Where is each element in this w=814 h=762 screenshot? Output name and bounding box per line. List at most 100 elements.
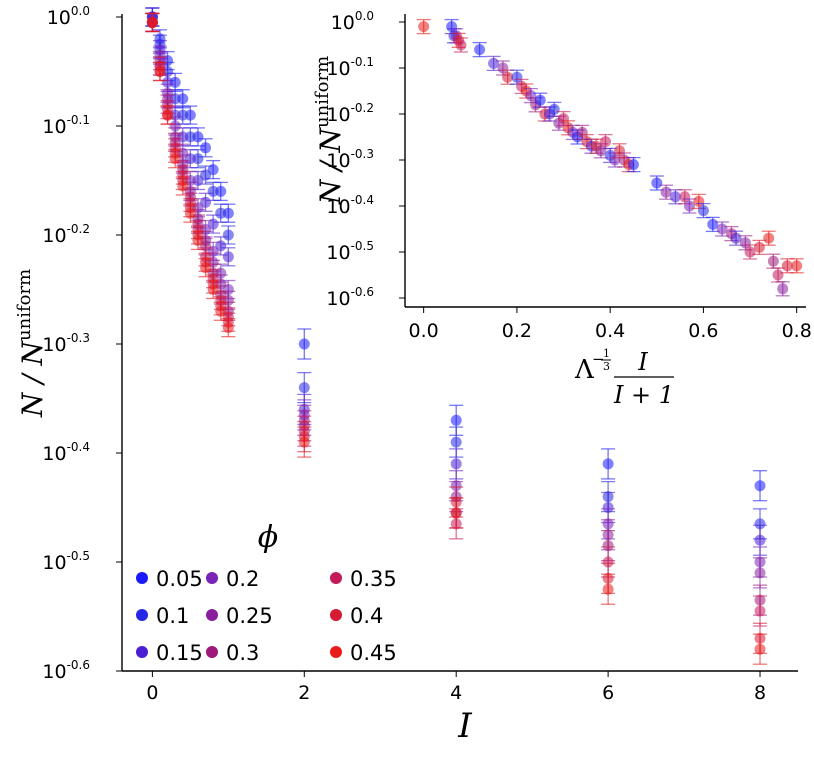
main-point-phi-0.45-i-0.5 [183,203,198,223]
data-point-marker [177,131,189,143]
data-point-marker [162,66,174,77]
data-point-marker [200,142,212,154]
data-point-marker [184,175,196,186]
main-point-phi-0.05-i-2 [297,328,312,360]
data-point-marker [215,305,227,317]
inset-x-label-exp-den: 3 [603,360,610,373]
main-point-phi-0.45-i-8 [753,633,768,665]
inset-x-tick-label: 0.2 [502,320,532,342]
legend-title: ϕ [258,520,278,555]
inset-y-tick-label: 100.0 [331,9,374,34]
data-point-marker [184,153,196,165]
main-point-phi-0.45-i-0.3 [168,149,183,169]
main-point-phi-0.45-i-4 [449,497,464,529]
data-point-marker [154,66,166,77]
data-point-marker [602,540,614,552]
legend-entry-0.45: 0.45 [330,641,397,665]
data-point-marker [298,382,310,394]
inset-x-tick-label: 0.8 [782,320,812,342]
data-point-marker [450,507,462,519]
main-y-axis-label-sup: uniform [14,269,35,341]
main-point-phi-0.1-i-1 [221,225,236,245]
inset-x-label-frac-num: I [637,348,648,376]
main-y-tick-labels: 100.0 10-0.1 10-0.2 10-0.3 10-0.4 10-0.5 10-0.… [42,4,122,683]
data-point-marker [177,109,189,121]
data-point-marker [455,39,467,51]
data-point-marker [602,458,614,470]
legend-label: 0.2 [226,567,259,591]
data-point-marker [207,245,219,257]
main-data-points [145,7,768,665]
legend-marker [206,646,218,658]
legend-entry-0.25: 0.25 [206,604,273,628]
data-point-marker [192,234,204,246]
inset-point-35 [626,156,641,173]
data-point-marker [222,284,234,295]
inset-y-tick-label: 10-0.1 [326,55,374,80]
main-point-phi-0.15-i-0.9 [213,236,228,256]
data-point-marker [215,278,227,290]
data-point-marker [660,186,672,198]
main-point-phi-0.05-i-8 [753,470,768,502]
data-point-marker [177,93,189,105]
inset-point-50 [761,230,776,246]
data-point-marker [754,518,766,530]
inset-x-tick-label: 0.4 [595,320,625,342]
inset-point-0 [416,18,431,35]
data-point-marker [548,103,560,115]
main-point-phi-0.15-i-1 [221,247,236,267]
inset-y-axis-label-base: N / N [314,126,347,205]
legend-entry-0.2: 0.2 [206,567,259,591]
main-x-tick-label: 2 [298,682,310,704]
data-point-marker [772,269,784,281]
data-point-marker [450,436,462,448]
data-point-marker [754,643,766,655]
data-point-marker [207,256,219,268]
main-point-phi-0.1-i-0.4 [175,105,190,125]
data-point-marker [162,76,174,88]
legend-label: 0.4 [350,604,383,628]
data-point-marker [777,283,789,295]
main-point-phi-0.45-i-6 [601,573,616,605]
data-point-marker [450,458,462,470]
inset-y-axis-label-sup: uniform [312,56,333,128]
data-point-marker [488,57,500,69]
legend-entry-0.15: 0.15 [136,641,203,665]
data-point-marker [184,109,196,121]
data-point-marker [627,159,639,171]
main-y-axis-label-base: N / N [16,339,49,418]
main-point-phi-0.45-i-0.4 [175,176,190,196]
data-point-marker [169,93,181,105]
inset-point-42 [696,202,711,219]
inset-point-51 [766,253,781,269]
data-point-marker [651,177,663,189]
legend-marker [136,572,148,584]
data-point-marker [200,262,212,274]
data-point-marker [200,224,212,236]
legend-label: 0.05 [156,567,203,591]
data-point-marker [534,94,546,106]
data-point-marker [162,109,174,121]
data-point-marker [697,205,709,217]
main-point-phi-0.45-i-0 [145,12,160,33]
main-y-tick-label: 10-0.1 [42,113,90,138]
data-point-marker [602,556,614,568]
inset-x-label-exp-sign: − [592,350,605,368]
legend-marker [206,609,218,621]
data-point-marker [753,241,765,253]
legend-marker [330,609,342,621]
main-y-tick-label: 10-0.3 [42,331,90,356]
data-point-marker [200,169,212,181]
data-point-marker [169,76,181,88]
legend-label: 0.3 [226,641,259,665]
legend-entry-0.3: 0.3 [206,641,259,665]
legend-entry-0.4: 0.4 [330,604,383,628]
main-point-phi-0.45-i-2 [297,426,312,458]
data-point-marker [602,583,614,595]
data-point-marker [169,120,181,132]
legend-entries: 0.05 0.1 0.15 0.2 0.25 0.3 0.35 0.4 0.45 [136,567,397,665]
main-x-tick-label: 6 [602,682,614,704]
data-point-marker [767,255,779,267]
main-point-phi-0.45-i-0.1 [152,61,167,82]
